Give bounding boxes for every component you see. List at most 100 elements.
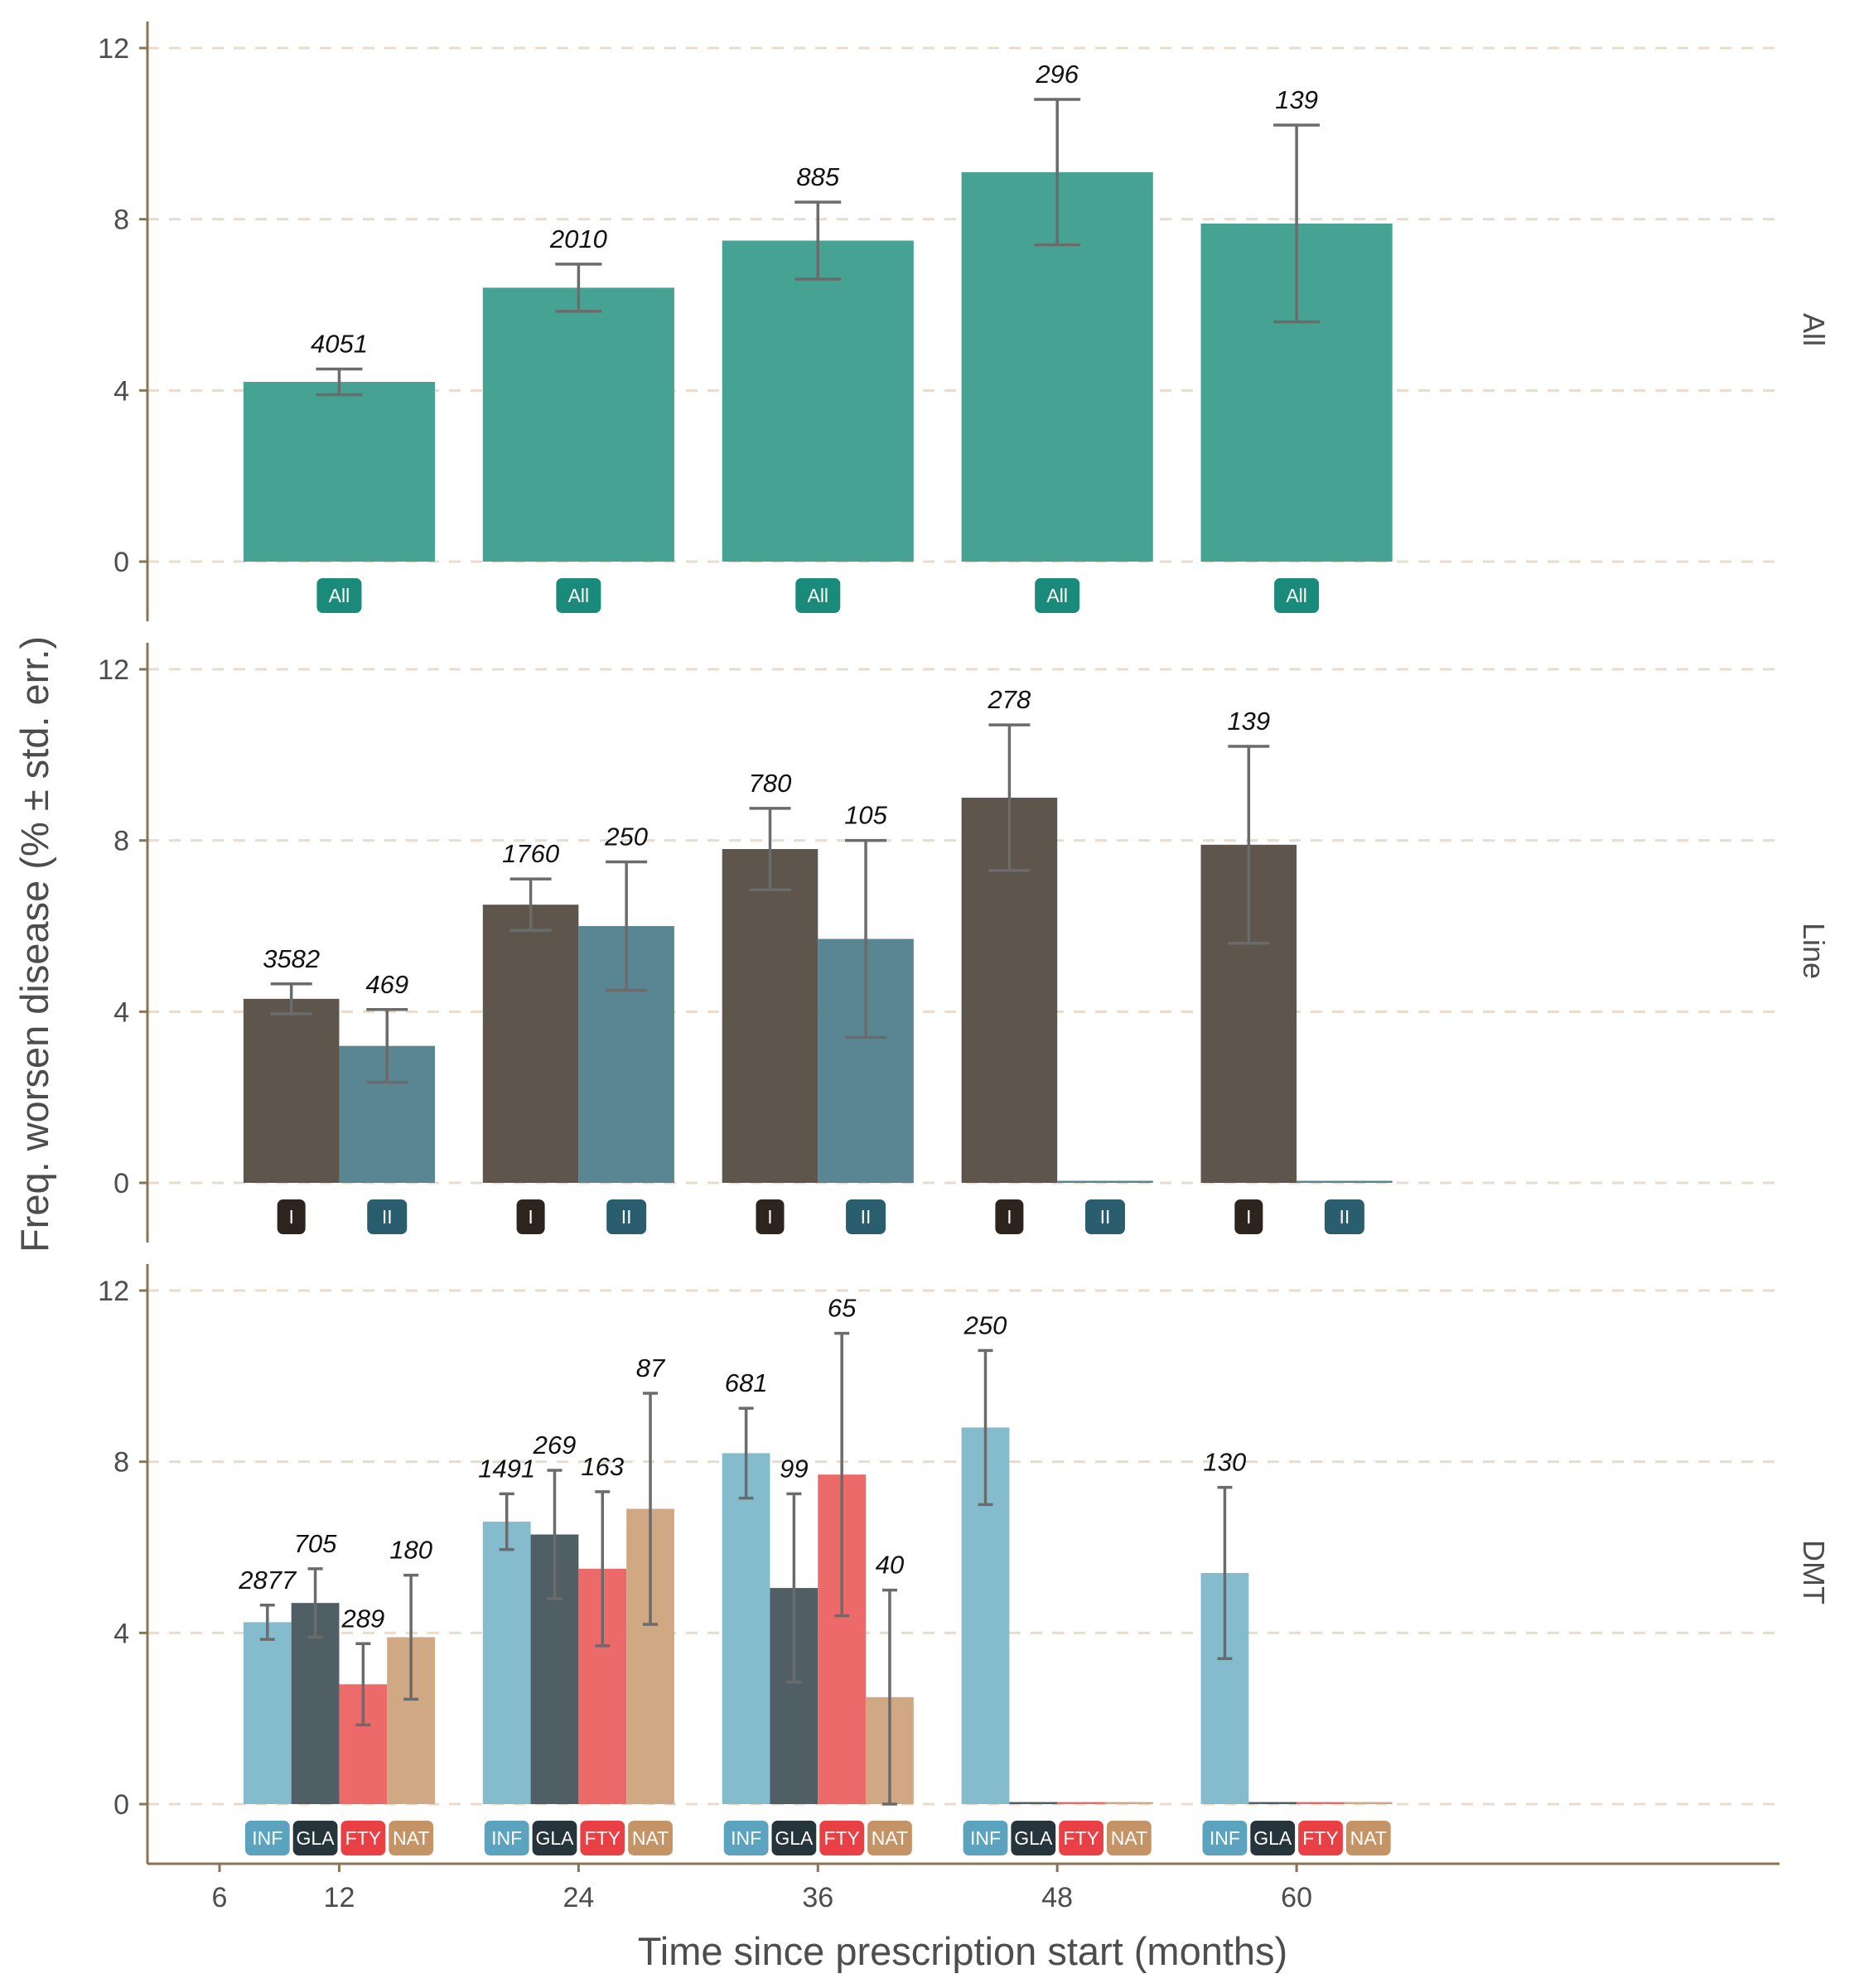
y-tick-label: 8 [113, 205, 129, 236]
panel-dmt: 0 4 8 12 DMT 2877 INF 705 GLA 289 FTY 180 NAT 1491 INF… [98, 1264, 1831, 1864]
bar-nat [1344, 1802, 1393, 1804]
badge-text: FTY [585, 1827, 621, 1849]
y-tick-label: 4 [113, 996, 129, 1028]
count-label: 885 [796, 162, 839, 191]
bar-ii [1297, 1180, 1393, 1183]
bar-fty [1057, 1802, 1105, 1804]
count-label: 469 [365, 970, 408, 999]
badge-text: NAT [872, 1827, 908, 1849]
badge-gla [292, 1821, 338, 1855]
panels: 0 4 8 12 All 4051 All 2010 All 885 All 296 All 139 All… [98, 22, 1831, 1864]
y-tick-label: 12 [98, 654, 129, 686]
badge-all [316, 578, 362, 613]
y-tick-label: 12 [98, 1276, 129, 1307]
badge-inf [1202, 1821, 1248, 1855]
badge-nat [1345, 1821, 1391, 1855]
y-tick-label: 0 [113, 547, 129, 578]
badge-text: FTY [823, 1827, 859, 1849]
badge-text: II [1339, 1206, 1350, 1228]
strip-label-all: All [1797, 313, 1831, 346]
count-label: 87 [636, 1353, 666, 1382]
badge-text: All [1046, 585, 1068, 606]
strip-label-line: Line [1797, 923, 1831, 979]
badge-ii [1324, 1199, 1364, 1234]
badge-text: INF [970, 1827, 1001, 1849]
x-axis: 6 12 24 36 48 60 [147, 1862, 1779, 1913]
badge-text: NAT [632, 1827, 669, 1849]
bar-i [243, 998, 340, 1183]
count-label: 139 [1275, 85, 1318, 114]
count-label: 681 [725, 1368, 768, 1397]
count-label: 1760 [502, 839, 559, 868]
badge-text: All [568, 585, 590, 606]
bar-all [482, 287, 674, 562]
badge-text: INF [252, 1827, 282, 1849]
count-label: 65 [828, 1294, 857, 1323]
badge-i [277, 1199, 306, 1234]
badge-i [516, 1199, 545, 1234]
badge-fty [819, 1821, 865, 1855]
badge-fty [1059, 1821, 1103, 1855]
count-label: 163 [581, 1452, 624, 1481]
count-label: 705 [294, 1529, 337, 1558]
x-axis-title: Time since prescription start (months) [638, 1929, 1287, 1973]
y-tick-label: 4 [113, 375, 129, 407]
count-label: 780 [749, 769, 792, 798]
x-tick-label: 6 [212, 1882, 228, 1913]
panel-line: 04812Line3582I469II1760I250II780I105II27… [98, 643, 1831, 1242]
badge-nat [389, 1821, 434, 1855]
bar-i [482, 905, 579, 1183]
strip-label-dmt: DMT [1797, 1540, 1831, 1604]
y-tick-label: 4 [113, 1618, 129, 1649]
count-label: 105 [844, 801, 887, 830]
badge-ii [1084, 1199, 1125, 1234]
badge-text: II [861, 1206, 872, 1228]
badge-text: GLA [297, 1827, 336, 1849]
count-label: 2010 [549, 224, 607, 253]
badge-nat [867, 1821, 912, 1855]
count-label: 296 [1035, 60, 1079, 89]
count-label: 180 [389, 1536, 432, 1565]
badge-gla [1250, 1821, 1296, 1855]
badge-text: All [329, 585, 350, 606]
x-tick-label: 60 [1281, 1882, 1312, 1913]
badge-text: FTY [345, 1827, 381, 1849]
badge-text: II [1100, 1206, 1111, 1228]
x-tick-label: 12 [324, 1882, 355, 1913]
badge-gla [771, 1821, 817, 1855]
badge-inf [484, 1821, 529, 1855]
count-label: 40 [876, 1551, 904, 1580]
count-label: 278 [988, 685, 1031, 714]
badge-text: All [1286, 585, 1307, 606]
bar-i [722, 849, 819, 1183]
badge-text: INF [1210, 1827, 1240, 1849]
badge-text: I [288, 1206, 293, 1228]
bar-inf [722, 1453, 770, 1804]
badge-all [1274, 578, 1320, 613]
badge-ii [846, 1199, 886, 1234]
badge-inf [723, 1821, 769, 1855]
bar-all [722, 240, 914, 562]
badge-text: NAT [393, 1827, 429, 1849]
badge-inf [963, 1821, 1008, 1855]
badge-text: INF [491, 1827, 522, 1849]
bar-fty [1297, 1802, 1345, 1804]
bar-all [243, 382, 436, 562]
count-label: 139 [1227, 707, 1270, 736]
badge-fty [580, 1821, 625, 1855]
badge-fty [340, 1821, 386, 1855]
badge-text: I [1246, 1206, 1251, 1228]
badge-text: II [621, 1206, 632, 1228]
count-label: 2877 [238, 1566, 297, 1595]
badge-text: GLA [1253, 1827, 1292, 1849]
bar-inf [482, 1522, 531, 1804]
y-tick-label: 12 [98, 33, 129, 65]
badge-text: II [382, 1206, 393, 1228]
count-label: 289 [340, 1604, 384, 1633]
badge-text: GLA [775, 1827, 814, 1849]
badge-all [1035, 578, 1080, 613]
x-tick-label: 24 [563, 1882, 594, 1913]
badge-text: NAT [1111, 1827, 1147, 1849]
badge-nat [628, 1821, 673, 1855]
